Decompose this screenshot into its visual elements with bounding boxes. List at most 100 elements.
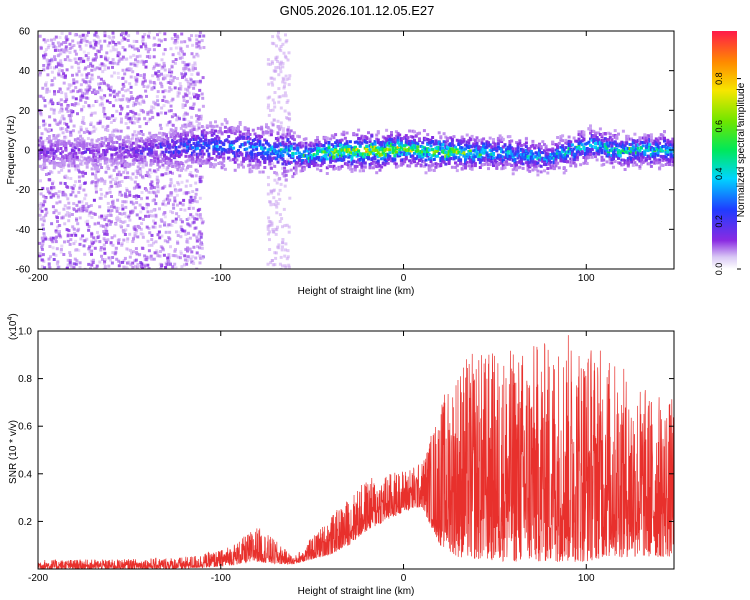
- heatmap-cell: [135, 228, 139, 232]
- heatmap-cell: [334, 166, 338, 170]
- heatmap-cell: [306, 149, 310, 153]
- heatmap-cell: [256, 159, 260, 163]
- heatmap-cell: [217, 162, 221, 165]
- heatmap-cell: [177, 162, 181, 166]
- heatmap-cell: [135, 79, 139, 83]
- heatmap-cell: [432, 142, 436, 146]
- heatmap-cell: [50, 222, 54, 226]
- heatmap-cell: [235, 126, 239, 130]
- heatmap-cell: [66, 258, 70, 262]
- heatmap-cell: [79, 237, 83, 241]
- heatmap-cell: [95, 139, 99, 143]
- heatmap-cell: [50, 38, 53, 42]
- heatmap-cell: [123, 211, 127, 215]
- heatmap-cell: [445, 147, 449, 151]
- heatmap-cell: [42, 147, 46, 151]
- heatmap-cell: [100, 254, 103, 258]
- heatmap-cell: [143, 155, 147, 159]
- heatmap-cell: [258, 134, 262, 138]
- heatmap-cell: [404, 134, 408, 138]
- heatmap-cell: [181, 164, 185, 168]
- heatmap-cell: [409, 142, 413, 146]
- heatmap-cell: [94, 190, 98, 194]
- heatmap-cell: [67, 229, 71, 232]
- heatmap-cell: [121, 138, 125, 142]
- heatmap-cell: [198, 178, 202, 182]
- heatmap-cell: [284, 56, 288, 60]
- heatmap-cell: [125, 187, 129, 190]
- heatmap-cell: [53, 76, 57, 80]
- heatmap-cell: [97, 35, 100, 39]
- heatmap-cell: [495, 160, 499, 164]
- heatmap-cell: [212, 145, 216, 149]
- heatmap-cell: [106, 44, 110, 48]
- heatmap-cell: [184, 93, 188, 97]
- heatmap-cell: [274, 203, 278, 207]
- heatmap-cell: [125, 140, 129, 144]
- heatmap-cell: [184, 125, 188, 129]
- heatmap-cell: [184, 132, 188, 136]
- heatmap-cell: [462, 163, 466, 167]
- heatmap-cell: [93, 222, 97, 226]
- heatmap-cell: [194, 226, 198, 230]
- heatmap-cell: [127, 34, 131, 38]
- heatmap-cell: [302, 165, 306, 169]
- heatmap-cell: [117, 41, 121, 45]
- heatmap-cell: [60, 31, 64, 35]
- heatmap-cell: [189, 130, 193, 134]
- heatmap-cell: [53, 92, 56, 96]
- heatmap-cell: [411, 146, 415, 150]
- heatmap-cell: [297, 142, 301, 146]
- heatmap-cell: [134, 82, 138, 86]
- heatmap-cell: [190, 121, 194, 125]
- heatmap-cell: [46, 147, 50, 151]
- heatmap-cell: [79, 142, 83, 146]
- heatmap-cell: [139, 227, 143, 231]
- heatmap-cell: [159, 266, 163, 269]
- heatmap-cell: [320, 150, 324, 154]
- heatmap-cell: [475, 136, 479, 140]
- heatmap-cell: [149, 171, 153, 175]
- heatmap-cell: [117, 180, 121, 184]
- heatmap-cell: [147, 34, 150, 38]
- heatmap-cell: [278, 188, 282, 192]
- heatmap-cell: [365, 136, 369, 140]
- heatmap-cell: [274, 58, 278, 61]
- heatmap-cell: [41, 145, 45, 149]
- heatmap-cell: [178, 174, 182, 178]
- heatmap-cell: [125, 57, 129, 61]
- heatmap-cell: [131, 240, 135, 243]
- heatmap-cell: [201, 76, 205, 80]
- heatmap-cell: [263, 159, 267, 163]
- heatmap-cell: [59, 235, 63, 239]
- heatmap-cell: [399, 145, 403, 149]
- heatmap-cell: [434, 154, 438, 158]
- heatmap-cell: [74, 233, 78, 237]
- heatmap-cell: [57, 68, 61, 72]
- heatmap-cell: [57, 110, 61, 114]
- heatmap-cell: [521, 150, 525, 154]
- heatmap-cell: [117, 206, 121, 210]
- heatmap-cell: [54, 149, 58, 153]
- heatmap-cell: [334, 149, 338, 153]
- heatmap-cell: [129, 248, 132, 252]
- heatmap-cell: [161, 99, 165, 102]
- heatmap-cell: [158, 131, 161, 135]
- heatmap-cell: [195, 239, 199, 243]
- heatmap-cell: [482, 163, 486, 166]
- heatmap-cell: [153, 251, 157, 255]
- heatmap-cell: [498, 158, 502, 162]
- heatmap-cell: [48, 123, 52, 127]
- heatmap-cell: [131, 133, 135, 137]
- heatmap-cell: [46, 151, 50, 154]
- heatmap-cell: [78, 34, 82, 38]
- heatmap-cell: [104, 240, 108, 244]
- heatmap-cell: [110, 200, 114, 204]
- heatmap-cell: [172, 206, 176, 210]
- heatmap-cell: [89, 142, 92, 146]
- heatmap-cell: [144, 144, 148, 148]
- heatmap-cell: [116, 62, 120, 66]
- heatmap-cell: [123, 160, 127, 163]
- heatmap-cell: [220, 122, 224, 126]
- heatmap-cell: [281, 140, 285, 144]
